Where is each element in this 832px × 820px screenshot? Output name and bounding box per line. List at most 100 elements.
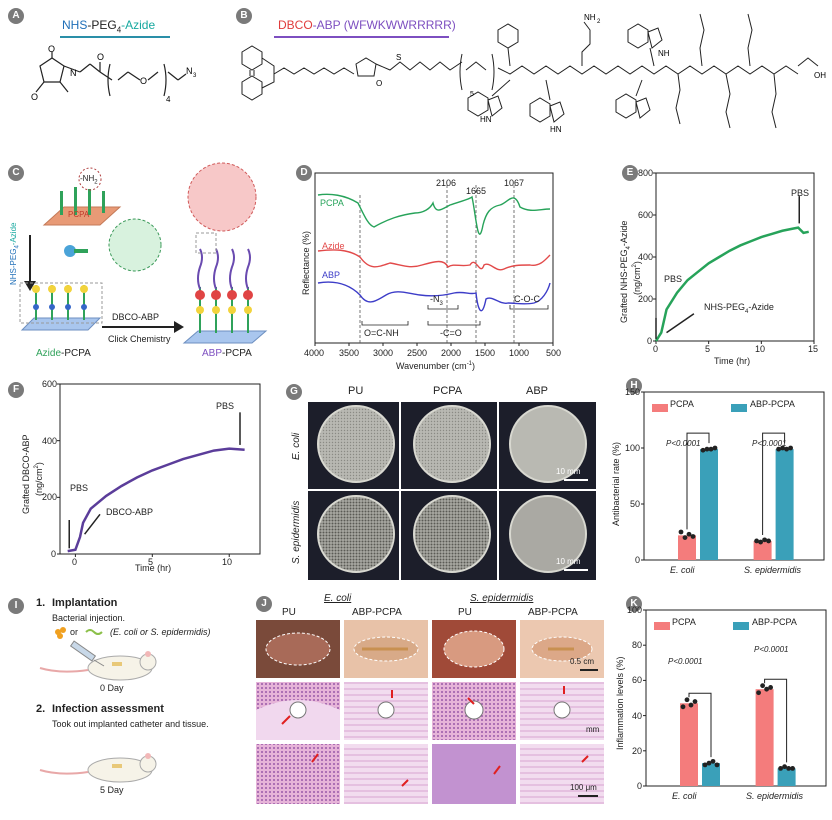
f-pbs-start: PBS <box>70 483 89 493</box>
chartH-data-point <box>780 445 785 451</box>
k-ytick-40: 40 <box>632 711 643 721</box>
panel-b: B DBCO-ABP (WFWKWWRRRRR) <box>230 0 832 150</box>
i-step2-num: 2. <box>36 703 46 715</box>
e-ytick-200: 200 <box>638 294 654 304</box>
d-xtick-4000: 4000 <box>304 348 325 358</box>
h-ylabel: Antibacterial rate (%) <box>611 441 621 526</box>
panel-letter-h: H <box>626 378 642 394</box>
c-abp-pcpa-label: ABP-PCPA <box>202 349 252 359</box>
chartK-legend-swatch-abp <box>733 622 749 630</box>
d-ylabel: Reflectance (%) <box>301 230 311 295</box>
k-ytick-100: 100 <box>627 605 643 615</box>
k-legend-abp: ABP-PCPA <box>752 617 797 627</box>
c-nh2-label: -NH2 <box>80 175 98 186</box>
e-ylabel-1: Grafted NHS-PEG <box>619 249 629 323</box>
e-ylabel-sup: 2 <box>632 264 638 268</box>
i-illustrations <box>39 627 157 783</box>
c-nh2-text: -NH <box>80 174 95 183</box>
h-pval-1: P<0.0001 <box>666 439 701 448</box>
panel-a-title: NHS-PEG4-Azide <box>62 19 155 34</box>
f-xtick-5: 5 <box>148 557 154 567</box>
k-ytick-60: 60 <box>632 675 643 685</box>
e-ylabel-3: (ng/cm <box>632 267 642 295</box>
panel-letter-a: A <box>8 8 24 24</box>
k-pval-2: P<0.0001 <box>754 645 789 654</box>
f-ylabel-sup: 2 <box>34 465 40 469</box>
chartH-data-point <box>678 529 684 535</box>
azide-text: -Azide <box>121 18 156 32</box>
e-ytick-800: 800 <box>638 168 654 178</box>
title-underline-a <box>60 36 170 38</box>
i-step2-desc: Took out implanted catheter and tissue. <box>52 719 209 729</box>
d-ticks <box>314 343 554 346</box>
chartK-data-point <box>680 704 686 710</box>
i-step1-or: or <box>70 627 79 637</box>
e-inj-end: -Azide <box>748 302 774 312</box>
title-underline-b <box>274 36 449 38</box>
e-ylabel-2: -Azide <box>619 220 629 247</box>
f-ylabel-2: (ng/cm2) <box>34 462 44 496</box>
a-o1: O <box>48 44 55 54</box>
g-col-pcpa: PCPA <box>433 385 463 397</box>
d-band-n3-text: -N <box>430 294 440 304</box>
f-pbs-end: PBS <box>216 401 235 411</box>
j-col-pu1: PU <box>282 607 296 618</box>
chartH-data-point <box>708 446 714 452</box>
panel-letter-e: E <box>622 165 638 181</box>
chartH-data-point <box>784 446 789 452</box>
g-col-pu: PU <box>348 385 364 397</box>
f-ylabel-3: ) <box>34 462 44 466</box>
e-xtick-5: 5 <box>705 344 711 354</box>
syringe-icon <box>69 640 105 667</box>
chartK-data-point <box>756 690 761 696</box>
a-sub4: 4 <box>166 95 171 104</box>
f-ytick-0: 0 <box>51 549 57 559</box>
i-step1-desc: Bacterial injection. <box>52 613 126 623</box>
b-hn2: HN <box>550 125 562 134</box>
chartH-data-point <box>754 538 759 544</box>
c-pcpa-word3: -PCPA <box>222 348 252 359</box>
chartK-data-point <box>760 683 765 689</box>
panel-letter-k: K <box>626 596 642 612</box>
e-xtick-10: 10 <box>755 344 766 354</box>
panel-j: J E. coli S. epidermidis PU ABP-PCPA PU … <box>252 590 608 820</box>
c-nhs-peg-text: NHS-PEG <box>9 248 18 285</box>
e-xtick-15: 15 <box>808 344 819 354</box>
dbco-abp-structure: 5 NH 2 OH HN NH O S HN <box>241 13 826 134</box>
chartH-data-point <box>700 447 706 453</box>
i-step1-title: Implantation <box>52 597 118 609</box>
e-pbs-start: PBS <box>664 274 683 284</box>
f-ytick-600: 600 <box>42 379 58 389</box>
b-sub5: 5 <box>470 91 474 98</box>
i-step1-paren: (E. coli or S. epidermidis) <box>110 627 211 637</box>
b-s: S <box>396 53 401 62</box>
nh2-brushes <box>60 187 105 215</box>
chartK-legend-swatch-pcpa <box>654 622 670 630</box>
c-pcpa-label: PCPA <box>68 210 90 219</box>
c-abp-word: ABP <box>202 348 223 359</box>
panel-letter-b: B <box>236 8 252 24</box>
b-nh2: NH <box>584 13 596 22</box>
d-legend-azide: Azide <box>322 241 345 251</box>
chartH-legend-swatch-pcpa <box>652 404 668 412</box>
c-arrow-label-2: Click Chemistry <box>108 334 171 344</box>
e-xtick-0: 0 <box>653 344 659 354</box>
j-scale-3: 100 μm <box>570 783 597 792</box>
b-nh: NH <box>658 49 670 58</box>
d-xlabel-end: ) <box>472 361 476 371</box>
f-series-line <box>67 447 245 553</box>
inflammation-chart <box>643 609 827 787</box>
chartK-data-point <box>684 697 690 703</box>
d-xtick-500: 500 <box>546 348 562 358</box>
e-ytick-400: 400 <box>638 252 654 262</box>
i-step2-title: Infection assessment <box>52 703 164 715</box>
j-scale-1: 0.5 cm <box>570 657 595 666</box>
c-arrow-label-1: DBCO-ABP <box>112 312 160 322</box>
j-red-arrows <box>281 686 589 787</box>
panel-k: K Inflammation levels (%) 100 80 60 40 2… <box>608 590 832 820</box>
i-day0: 0 Day <box>100 683 124 693</box>
d-xtick-2000: 2000 <box>441 348 462 358</box>
peg-sub: 4 <box>116 25 122 35</box>
e-ytick-600: 600 <box>638 210 654 220</box>
d-xlabel-sup: -1 <box>466 361 473 367</box>
